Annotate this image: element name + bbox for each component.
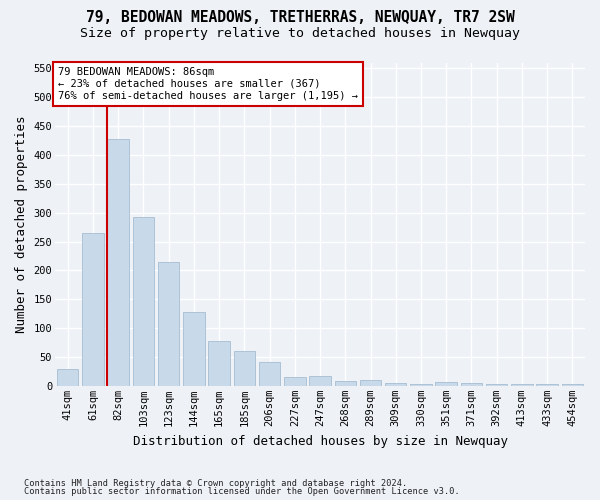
- Bar: [511, 384, 533, 386]
- Y-axis label: Number of detached properties: Number of detached properties: [15, 116, 28, 333]
- Text: 79, BEDOWAN MEADOWS, TRETHERRAS, NEWQUAY, TR7 2SW: 79, BEDOWAN MEADOWS, TRETHERRAS, NEWQUAY…: [86, 10, 514, 25]
- Text: Contains public sector information licensed under the Open Government Licence v3: Contains public sector information licen…: [24, 487, 460, 496]
- Bar: [335, 380, 356, 386]
- Bar: [259, 362, 280, 386]
- Bar: [310, 376, 331, 386]
- Bar: [82, 233, 104, 386]
- Text: Contains HM Land Registry data © Crown copyright and database right 2024.: Contains HM Land Registry data © Crown c…: [24, 478, 407, 488]
- X-axis label: Distribution of detached houses by size in Newquay: Distribution of detached houses by size …: [133, 434, 508, 448]
- Bar: [284, 377, 305, 386]
- Bar: [461, 383, 482, 386]
- Bar: [536, 384, 558, 386]
- Bar: [436, 382, 457, 386]
- Bar: [410, 384, 432, 386]
- Bar: [360, 380, 381, 386]
- Bar: [486, 384, 508, 386]
- Bar: [107, 138, 129, 386]
- Bar: [233, 350, 255, 386]
- Text: 79 BEDOWAN MEADOWS: 86sqm
← 23% of detached houses are smaller (367)
76% of semi: 79 BEDOWAN MEADOWS: 86sqm ← 23% of detac…: [58, 68, 358, 100]
- Bar: [385, 383, 406, 386]
- Bar: [158, 262, 179, 386]
- Bar: [57, 368, 79, 386]
- Bar: [562, 384, 583, 386]
- Bar: [208, 342, 230, 386]
- Bar: [133, 218, 154, 386]
- Text: Size of property relative to detached houses in Newquay: Size of property relative to detached ho…: [80, 28, 520, 40]
- Bar: [183, 312, 205, 386]
